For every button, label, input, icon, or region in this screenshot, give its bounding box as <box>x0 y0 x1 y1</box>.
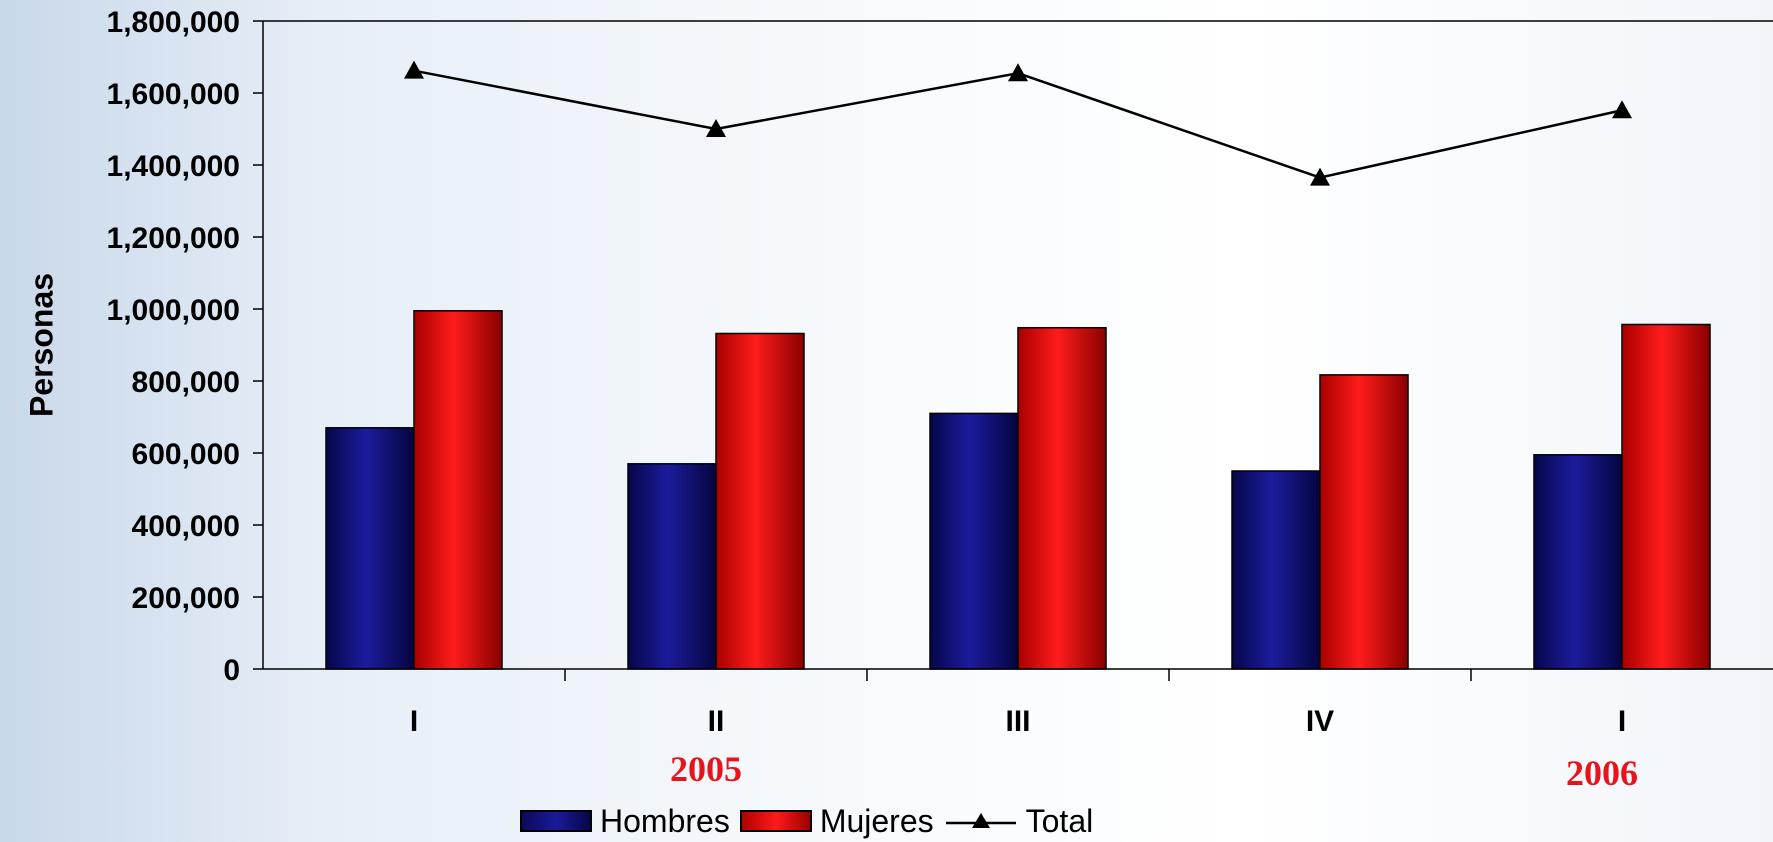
y-tick-label: 0 <box>223 654 240 687</box>
bar-mujeres <box>1621 323 1711 670</box>
bar-hombres <box>929 412 1019 670</box>
year-label-2006: 2006 <box>1566 753 1638 793</box>
marker-total <box>404 60 424 79</box>
x-tick-label: IV <box>1306 705 1334 738</box>
legend-item-mujeres: Mujeres <box>739 802 934 840</box>
legend: Hombres Mujeres Total <box>520 800 1093 842</box>
y-tick-label: 1,000,000 <box>107 294 240 327</box>
marker-total <box>706 119 726 137</box>
legend-swatch-total <box>945 813 1016 828</box>
y-tick-label: 1,800,000 <box>107 6 240 39</box>
x-tick-label: III <box>1005 705 1030 738</box>
legend-label-total: Total <box>1025 802 1094 839</box>
legend-label-hombres: Hombres <box>600 802 730 839</box>
marker-total <box>1310 167 1330 186</box>
x-tick-label: I <box>410 705 418 738</box>
y-tick-label: 400,000 <box>132 510 240 543</box>
bar-hombres <box>325 427 415 670</box>
bar-mujeres <box>715 332 805 670</box>
bar-mujeres <box>413 310 503 670</box>
legend-item-total: Total <box>944 802 1094 840</box>
year-label-2005: 2005 <box>670 749 742 789</box>
y-tick-label: 1,400,000 <box>107 150 240 183</box>
bar-mujeres <box>1319 374 1409 670</box>
series-line-total <box>413 69 1623 179</box>
y-tick-label: 600,000 <box>132 438 240 471</box>
bar-hombres <box>627 463 717 670</box>
y-tick-label: 200,000 <box>132 582 240 615</box>
legend-swatch-mujeres <box>739 810 812 832</box>
x-tick-label: II <box>708 705 725 738</box>
y-tick-label: 800,000 <box>132 366 240 399</box>
x-tick-label: I <box>1618 705 1626 738</box>
bar-hombres <box>1533 454 1623 670</box>
marker-total <box>1008 63 1028 82</box>
bar-mujeres <box>1017 326 1107 670</box>
legend-swatch-hombres <box>520 810 592 832</box>
legend-item-hombres: Hombres <box>520 803 730 840</box>
bar-hombres <box>1231 470 1321 670</box>
legend-label-mujeres: Mujeres <box>819 802 934 839</box>
y-axis-label: Personas <box>23 272 60 418</box>
marker-total <box>1612 100 1632 119</box>
y-tick-label: 1,200,000 <box>107 222 240 255</box>
y-tick-label: 1,600,000 <box>107 78 240 111</box>
